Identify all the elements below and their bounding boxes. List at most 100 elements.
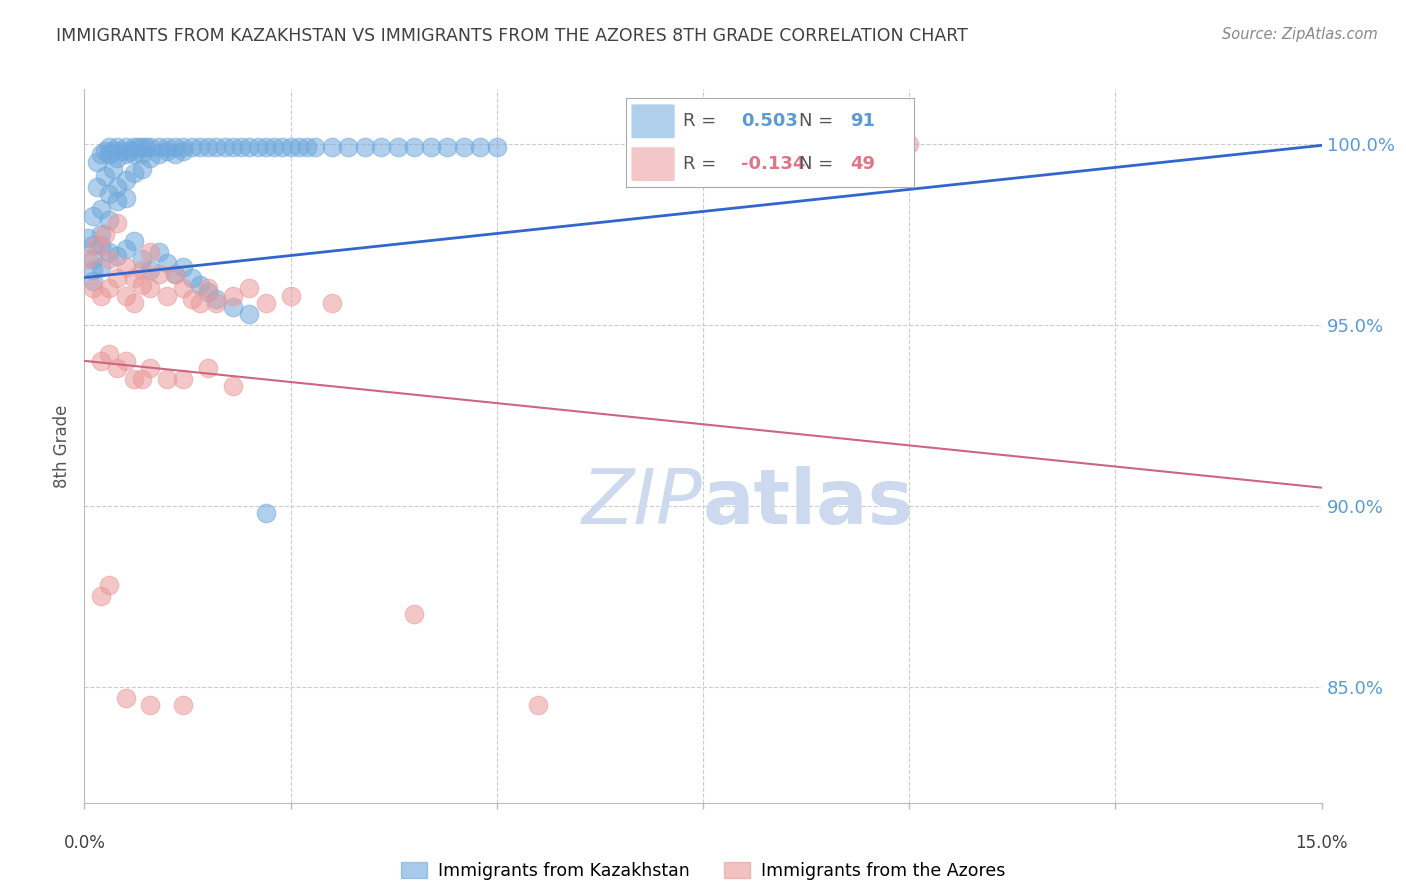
Point	[165, 140, 187, 154]
Point	[404, 607, 426, 622]
Point	[271, 140, 294, 154]
Point	[197, 361, 219, 376]
Point	[254, 296, 277, 310]
Point	[188, 277, 211, 292]
Point	[103, 144, 125, 158]
Point	[103, 161, 125, 176]
Point	[288, 140, 311, 154]
Point	[114, 690, 136, 705]
Point	[98, 245, 121, 260]
Point	[419, 140, 441, 154]
Point	[254, 506, 277, 520]
Point	[321, 296, 343, 310]
Point	[353, 140, 375, 154]
Point	[122, 235, 145, 249]
Text: 0.503: 0.503	[741, 112, 797, 130]
Point	[165, 147, 187, 161]
Point	[139, 361, 162, 376]
Point	[222, 288, 245, 302]
Point	[238, 307, 260, 321]
Point	[172, 281, 194, 295]
Point	[90, 288, 112, 302]
Point	[156, 288, 179, 302]
Point	[131, 140, 153, 154]
Point	[156, 256, 179, 270]
Point	[172, 372, 194, 386]
Point	[105, 249, 128, 263]
Point	[122, 140, 145, 154]
Point	[214, 140, 236, 154]
FancyBboxPatch shape	[631, 147, 675, 181]
Point	[172, 140, 194, 154]
Point	[263, 140, 285, 154]
Text: ZIP: ZIP	[582, 467, 703, 540]
Point	[197, 281, 219, 295]
Point	[139, 245, 162, 260]
Text: atlas: atlas	[703, 467, 914, 540]
Point	[82, 238, 104, 252]
Point	[180, 140, 202, 154]
Text: 49: 49	[851, 154, 876, 173]
Point	[898, 136, 921, 151]
Point	[238, 281, 260, 295]
Point	[304, 140, 326, 154]
Point	[122, 296, 145, 310]
Point	[188, 140, 211, 154]
Point	[321, 140, 343, 154]
Point	[86, 238, 108, 252]
Point	[139, 263, 162, 277]
Point	[131, 147, 153, 161]
Point	[139, 698, 162, 712]
Point	[205, 293, 228, 307]
Point	[197, 140, 219, 154]
Point	[222, 379, 245, 393]
Point	[114, 354, 136, 368]
Point	[105, 140, 128, 154]
Point	[238, 140, 260, 154]
Point	[98, 346, 121, 360]
Point	[114, 242, 136, 256]
Point	[205, 296, 228, 310]
Point	[114, 147, 136, 161]
Point	[229, 140, 252, 154]
Point	[77, 230, 100, 244]
Point	[436, 140, 458, 154]
Point	[122, 372, 145, 386]
Point	[114, 288, 136, 302]
Point	[131, 277, 153, 292]
Point	[94, 169, 117, 183]
Point	[82, 281, 104, 295]
Point	[139, 281, 162, 295]
Point	[280, 140, 302, 154]
Point	[180, 293, 202, 307]
Text: N =: N =	[799, 112, 838, 130]
Point	[156, 144, 179, 158]
Point	[118, 144, 141, 158]
Point	[94, 144, 117, 158]
Point	[105, 216, 128, 230]
Point	[105, 361, 128, 376]
Point	[98, 212, 121, 227]
Y-axis label: 8th Grade: 8th Grade	[53, 404, 72, 488]
Point	[295, 140, 318, 154]
Point	[139, 140, 162, 154]
Point	[77, 252, 100, 267]
Text: IMMIGRANTS FROM KAZAKHSTAN VS IMMIGRANTS FROM THE AZORES 8TH GRADE CORRELATION C: IMMIGRANTS FROM KAZAKHSTAN VS IMMIGRANTS…	[56, 27, 969, 45]
Point	[82, 252, 104, 267]
Point	[105, 270, 128, 285]
Point	[180, 270, 202, 285]
Point	[94, 227, 117, 241]
Point	[98, 252, 121, 267]
Point	[139, 151, 162, 165]
Point	[148, 267, 170, 281]
Point	[82, 263, 104, 277]
Point	[122, 147, 145, 161]
Text: R =: R =	[683, 112, 723, 130]
Point	[135, 140, 157, 154]
Point	[90, 147, 112, 161]
Point	[98, 187, 121, 202]
Point	[254, 140, 277, 154]
Point	[205, 140, 228, 154]
Point	[90, 227, 112, 241]
Point	[105, 194, 128, 209]
